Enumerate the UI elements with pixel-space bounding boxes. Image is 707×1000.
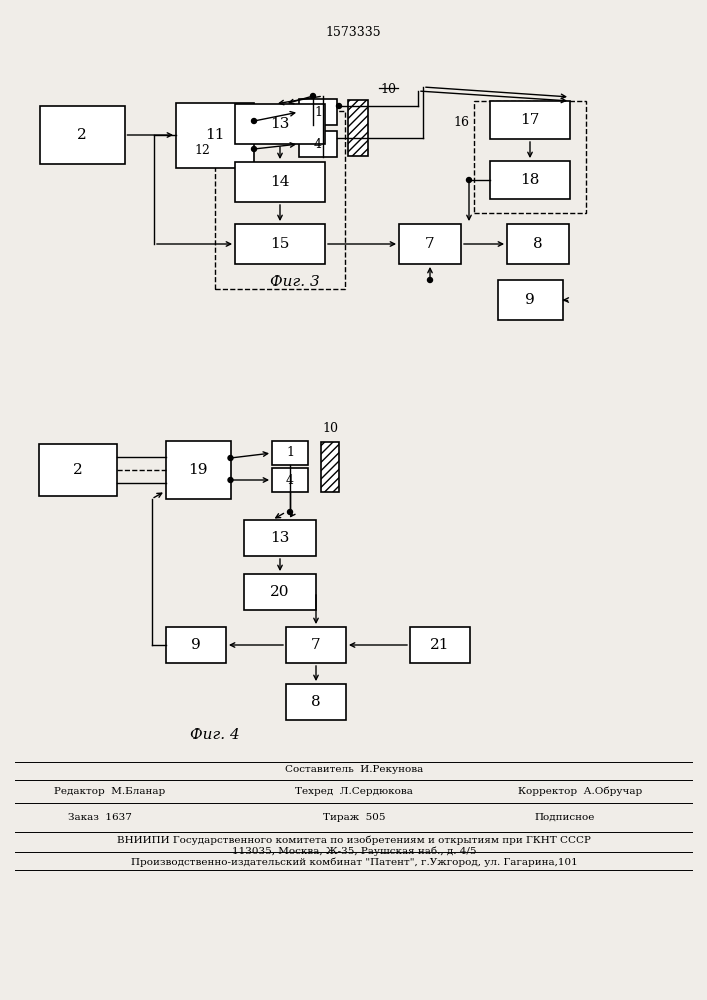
Bar [39, 444, 117, 496]
Bar [410, 627, 470, 663]
Circle shape [228, 456, 233, 460]
Text: 7: 7 [425, 237, 435, 251]
Bar [215, 111, 345, 289]
Bar [244, 574, 316, 610]
Text: Редактор  М.Бланар: Редактор М.Бланар [54, 786, 165, 796]
Text: 4: 4 [314, 137, 322, 150]
Text: 9: 9 [191, 638, 201, 652]
Text: 13: 13 [270, 117, 290, 131]
Text: 15: 15 [270, 237, 290, 251]
Text: 18: 18 [520, 173, 539, 187]
Text: 2: 2 [77, 128, 87, 142]
Circle shape [252, 118, 257, 123]
Text: Составитель  И.Рекунова: Составитель И.Рекунова [285, 766, 423, 774]
Bar [235, 224, 325, 264]
Text: 14: 14 [270, 175, 290, 189]
Circle shape [288, 510, 293, 514]
Circle shape [337, 104, 341, 108]
Text: 10: 10 [322, 422, 338, 435]
Circle shape [310, 94, 315, 99]
Bar [348, 100, 368, 156]
Bar [299, 131, 337, 157]
Circle shape [428, 277, 433, 282]
Text: Подписное: Подписное [534, 812, 595, 822]
Bar [235, 104, 325, 144]
Text: 8: 8 [311, 695, 321, 709]
Bar [166, 627, 226, 663]
Text: 20: 20 [270, 585, 290, 599]
Bar [165, 441, 230, 499]
Text: 9: 9 [525, 293, 535, 307]
Text: 19: 19 [188, 463, 208, 477]
Bar [176, 103, 254, 167]
Text: 7: 7 [311, 638, 321, 652]
Text: Тираж  505: Тираж 505 [323, 812, 385, 822]
Text: 1: 1 [314, 105, 322, 118]
Bar [490, 161, 570, 199]
Bar [235, 162, 325, 202]
Bar [286, 627, 346, 663]
Bar [286, 684, 346, 720]
Text: 1: 1 [286, 446, 294, 460]
Bar [490, 101, 570, 139]
Text: 21: 21 [431, 638, 450, 652]
Text: 2: 2 [73, 463, 83, 477]
Bar [272, 441, 308, 465]
Text: 4: 4 [286, 474, 294, 487]
Text: 17: 17 [520, 113, 539, 127]
Text: 12: 12 [194, 143, 210, 156]
Text: 13: 13 [270, 531, 290, 545]
Text: 1573335: 1573335 [325, 25, 381, 38]
Bar [399, 224, 461, 264]
Text: 11: 11 [205, 128, 225, 142]
Text: Корректор  А.Обручар: Корректор А.Обручар [518, 786, 642, 796]
Bar [474, 101, 586, 213]
Text: Производственно-издательский комбинат "Патент", г.Ужгород, ул. Гагарина,101: Производственно-издательский комбинат "П… [131, 857, 578, 867]
Circle shape [467, 178, 472, 182]
Circle shape [228, 478, 233, 483]
Text: Фиг. 4: Фиг. 4 [190, 728, 240, 742]
Bar [244, 520, 316, 556]
Text: 16: 16 [453, 115, 469, 128]
Bar [299, 99, 337, 125]
Bar [507, 224, 569, 264]
Text: Техред  Л.Сердюкова: Техред Л.Сердюкова [295, 786, 413, 796]
Bar [498, 280, 563, 320]
Bar [321, 442, 339, 492]
Circle shape [252, 146, 257, 151]
Text: Фиг. 3: Фиг. 3 [270, 275, 320, 289]
Text: Заказ  1637: Заказ 1637 [68, 812, 132, 822]
Text: 8: 8 [533, 237, 543, 251]
Text: 10: 10 [380, 83, 396, 96]
Bar [272, 468, 308, 492]
Bar [40, 106, 124, 164]
Text: ВНИИПИ Государственного комитета по изобретениям и открытиям при ГКНТ СССР: ВНИИПИ Государственного комитета по изоб… [117, 835, 591, 845]
Text: 113035, Москва, Ж-35, Раушская наб., д. 4/5: 113035, Москва, Ж-35, Раушская наб., д. … [232, 846, 477, 856]
